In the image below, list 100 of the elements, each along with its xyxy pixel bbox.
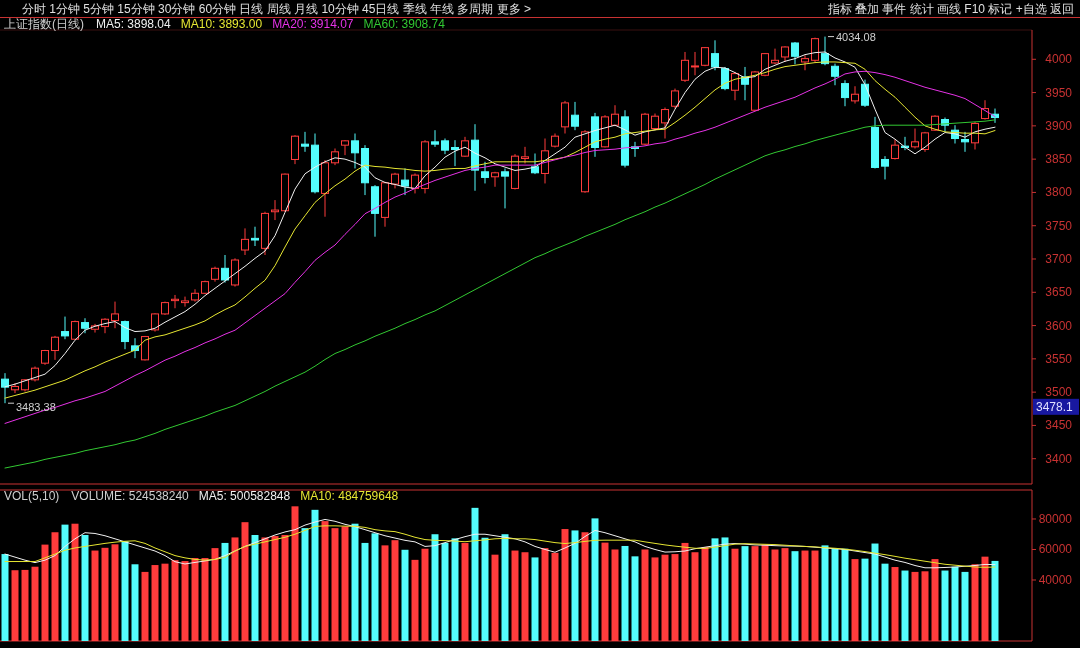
bar (1, 554, 9, 641)
bar (651, 557, 659, 641)
candlestick (661, 107, 669, 140)
candlestick (811, 37, 819, 63)
bar (241, 522, 249, 641)
annotation: 3483.38 (16, 401, 56, 414)
bar (41, 544, 49, 641)
bar (461, 542, 469, 641)
candlestick (861, 79, 869, 108)
y-tick-label: 80000 (1038, 511, 1073, 526)
bar (761, 544, 769, 641)
candlestick (221, 254, 229, 284)
candlestick (451, 139, 459, 167)
bar (211, 548, 219, 641)
text: MA20: 3914.07 (272, 17, 354, 31)
bar (561, 529, 569, 641)
bar (821, 545, 829, 641)
y-tick-label: 3600 (1045, 318, 1073, 333)
candlestick (491, 171, 499, 188)
bar (571, 530, 579, 641)
bar (91, 550, 99, 641)
bar (631, 556, 639, 641)
bar (281, 535, 289, 641)
bar (311, 509, 319, 641)
y-tick-label: 3900 (1045, 118, 1073, 133)
text: MA5: 3898.04 (96, 17, 172, 31)
candlestick (691, 51, 699, 76)
candlestick (51, 335, 59, 361)
bar (551, 552, 559, 641)
y-tick-label: 3550 (1045, 351, 1073, 366)
bar (591, 518, 599, 641)
bar (301, 528, 309, 641)
bar (271, 536, 279, 641)
bar (971, 564, 979, 641)
bar (721, 537, 729, 641)
bar (171, 560, 179, 641)
bar (341, 526, 349, 641)
bar (951, 566, 959, 641)
y-tick-label: 3700 (1045, 252, 1073, 266)
bar (541, 548, 549, 641)
bar (751, 546, 759, 641)
y-tick-label: 3950 (1045, 85, 1073, 100)
bar (151, 565, 159, 641)
bar (161, 563, 169, 641)
candlestick (681, 51, 689, 83)
y-tick-label: 40000 (1038, 572, 1073, 587)
line-series (4, 518, 996, 569)
bar (911, 571, 919, 641)
bar (871, 543, 879, 641)
bar (51, 532, 59, 641)
y-tick-label: 60000 (1038, 542, 1073, 557)
y-tick-label: 3400 (1045, 451, 1073, 466)
bar (251, 535, 259, 641)
candlestick (61, 316, 69, 340)
candlestick (181, 296, 189, 308)
text: MA10: 3893.00 (180, 17, 263, 31)
bar (201, 558, 209, 641)
y-tick-label: 3450 (1045, 418, 1073, 433)
bar (841, 548, 849, 641)
bar (61, 524, 69, 641)
candlestick (771, 48, 779, 65)
line-series (4, 525, 996, 568)
bar (291, 506, 299, 641)
bar (501, 534, 509, 641)
y-tick-label: 3850 (1045, 152, 1073, 167)
bar (861, 558, 869, 641)
candlestick (431, 129, 439, 148)
bar (681, 542, 689, 641)
bar (811, 550, 819, 641)
bar (491, 554, 499, 641)
bar (691, 552, 699, 641)
chart-title: VOL(5,10) (4, 489, 60, 503)
bar (921, 571, 929, 641)
bar (621, 545, 629, 641)
candlestick (341, 139, 349, 156)
bar (481, 537, 489, 641)
bar (81, 535, 89, 641)
bar (111, 544, 119, 641)
bar (141, 571, 149, 641)
candlestick (241, 227, 249, 256)
text: 3478.1 (1036, 399, 1074, 414)
chart-title: 上证指数(日线) (4, 17, 84, 31)
candlestick (271, 199, 279, 221)
bar (321, 521, 329, 641)
y-tick-label: 4000 (1045, 52, 1073, 67)
bar (881, 563, 889, 641)
bar (451, 538, 459, 641)
bar (531, 557, 539, 641)
bar (701, 547, 709, 641)
bar (31, 566, 39, 641)
bar (601, 542, 609, 641)
text: MA10: 484759648 (300, 489, 399, 503)
bar (191, 558, 199, 641)
bar (511, 550, 519, 641)
bar (731, 548, 739, 641)
bar (671, 554, 679, 641)
text: 分时 1分钟 5分钟 15分钟 30分钟 60分钟 日线 周线 月线 10分钟 45日线 季线 年线 多周期 更多 > (22, 2, 532, 16)
bar (131, 564, 139, 641)
candlestick (351, 133, 359, 169)
bar (351, 523, 359, 641)
